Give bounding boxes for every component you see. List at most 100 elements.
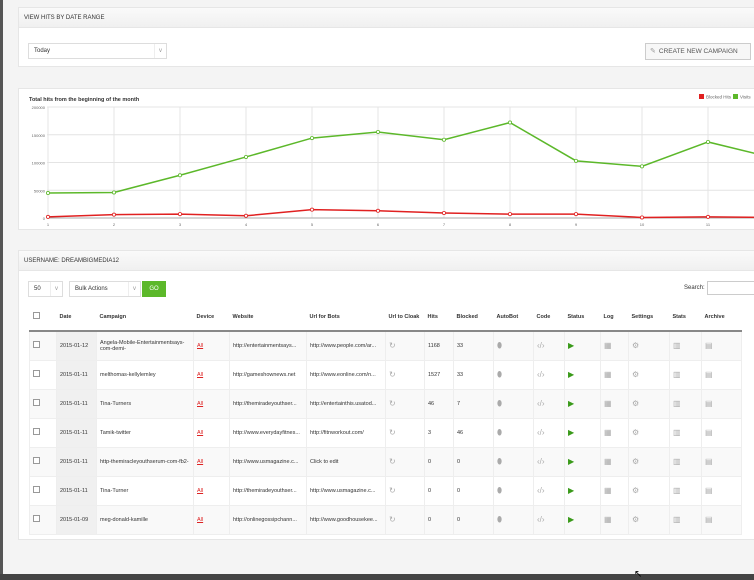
action-cell[interactable]: ⬮: [493, 475, 534, 506]
device-link[interactable]: All: [197, 458, 204, 465]
bar-chart-icon[interactable]: ▥: [673, 515, 681, 524]
bots-url-cell[interactable]: http://www.usmagazine.c...: [306, 475, 386, 506]
code-icon[interactable]: ‹/›: [537, 341, 545, 351]
action-cell[interactable]: ▤: [701, 475, 742, 506]
play-icon[interactable]: ▶: [568, 515, 575, 524]
archive-icon[interactable]: ▤: [705, 486, 713, 495]
refresh-icon[interactable]: ↻: [389, 428, 396, 437]
log-icon[interactable]: ▦: [604, 370, 612, 379]
log-icon[interactable]: ▦: [604, 341, 612, 351]
archive-icon[interactable]: ▤: [705, 341, 713, 351]
bar-chart-icon[interactable]: ▥: [673, 486, 681, 495]
device-link[interactable]: All: [197, 400, 204, 407]
android-icon[interactable]: ⬮: [497, 427, 503, 437]
column-header[interactable]: Hits: [424, 303, 454, 332]
refresh-icon[interactable]: ↻: [389, 341, 396, 351]
action-cell[interactable]: ▦: [600, 475, 629, 506]
action-cell[interactable]: ⚙: [628, 388, 670, 419]
archive-icon[interactable]: ▤: [705, 515, 713, 524]
action-cell[interactable]: ▥: [669, 359, 702, 390]
action-cell[interactable]: ▥: [669, 446, 702, 477]
refresh-icon[interactable]: ↻: [389, 486, 396, 495]
bulk-actions-select[interactable]: Bulk Actions v: [69, 281, 141, 297]
website-cell[interactable]: http://www.everydayfitnes...: [229, 417, 307, 448]
column-header[interactable]: Stats: [669, 303, 702, 332]
search-input[interactable]: [707, 281, 754, 295]
device-link[interactable]: All: [197, 516, 204, 523]
gear-icon[interactable]: ⚙: [632, 486, 640, 495]
gear-icon[interactable]: ⚙: [632, 457, 640, 466]
action-cell[interactable]: ▤: [701, 446, 742, 477]
bar-chart-icon[interactable]: ▥: [673, 428, 681, 437]
row-checkbox[interactable]: [33, 428, 40, 435]
bots-url-cell[interactable]: http://entertainthis.usatod...: [306, 388, 386, 419]
device-cell[interactable]: All: [193, 504, 230, 535]
play-icon[interactable]: ▶: [568, 457, 575, 466]
log-icon[interactable]: ▦: [604, 428, 612, 437]
action-cell[interactable]: ▤: [701, 359, 742, 390]
play-icon[interactable]: ▶: [568, 486, 575, 495]
cloak-cell[interactable]: ↻: [385, 388, 425, 419]
row-checkbox[interactable]: [33, 486, 40, 493]
action-cell[interactable]: ⬮: [493, 504, 534, 535]
action-cell[interactable]: ⚙: [628, 504, 670, 535]
campaign-cell[interactable]: Tina-Turner: [96, 475, 194, 506]
campaign-cell[interactable]: Tamik-twitter: [96, 417, 194, 448]
action-cell[interactable]: ⚙: [628, 330, 670, 361]
device-link[interactable]: All: [197, 487, 204, 494]
play-icon[interactable]: ▶: [568, 399, 575, 408]
action-cell[interactable]: ‹/›: [533, 359, 565, 390]
action-cell[interactable]: ▥: [669, 417, 702, 448]
action-cell[interactable]: ⚙: [628, 446, 670, 477]
code-icon[interactable]: ‹/›: [537, 428, 545, 437]
action-cell[interactable]: ▦: [600, 359, 629, 390]
bar-chart-icon[interactable]: ▥: [673, 457, 681, 466]
log-icon[interactable]: ▦: [604, 457, 612, 466]
row-checkbox[interactable]: [33, 370, 40, 377]
select-all-checkbox[interactable]: [32, 312, 40, 319]
device-cell[interactable]: All: [193, 417, 230, 448]
action-cell[interactable]: ⬮: [493, 359, 534, 390]
archive-icon[interactable]: ▤: [705, 370, 713, 379]
action-cell[interactable]: ⬮: [493, 417, 534, 448]
column-header[interactable]: Code: [533, 303, 565, 332]
cloak-cell[interactable]: ↻: [385, 475, 425, 506]
checkbox-cell[interactable]: [29, 504, 57, 535]
play-icon[interactable]: ▶: [568, 341, 575, 351]
device-link[interactable]: All: [197, 371, 204, 378]
bots-url-cell[interactable]: http://www.goodhousekee...: [306, 504, 386, 535]
play-icon[interactable]: ▶: [568, 370, 575, 379]
code-icon[interactable]: ‹/›: [537, 457, 545, 466]
cloak-cell[interactable]: ↻: [385, 504, 425, 535]
column-header[interactable]: Log: [600, 303, 629, 332]
bots-url-cell[interactable]: http://www.eonline.com/n...: [306, 359, 386, 390]
column-header[interactable]: Date: [56, 303, 97, 332]
bar-chart-icon[interactable]: ▥: [673, 341, 681, 351]
campaign-cell[interactable]: melthomas-kellylemley: [96, 359, 194, 390]
android-icon[interactable]: ⬮: [497, 340, 503, 350]
refresh-icon[interactable]: ↻: [389, 370, 396, 379]
column-header[interactable]: Url to Cloak: [385, 303, 425, 332]
device-cell[interactable]: All: [193, 388, 230, 419]
action-cell[interactable]: ‹/›: [533, 417, 565, 448]
action-cell[interactable]: ⬮: [493, 330, 534, 361]
gear-icon[interactable]: ⚙: [632, 370, 640, 379]
action-cell[interactable]: ▶: [564, 330, 601, 361]
campaign-cell[interactable]: Tina-Turners: [96, 388, 194, 419]
column-header[interactable]: Blocked: [453, 303, 494, 332]
android-icon[interactable]: ⬮: [497, 398, 503, 408]
bar-chart-icon[interactable]: ▥: [673, 399, 681, 408]
device-cell[interactable]: All: [193, 446, 230, 477]
action-cell[interactable]: ▶: [564, 475, 601, 506]
checkbox-cell[interactable]: [29, 417, 57, 448]
action-cell[interactable]: ▤: [701, 330, 742, 361]
action-cell[interactable]: ‹/›: [533, 330, 565, 361]
action-cell[interactable]: ‹/›: [533, 388, 565, 419]
action-cell[interactable]: ▶: [564, 504, 601, 535]
action-cell[interactable]: ▤: [701, 388, 742, 419]
android-icon[interactable]: ⬮: [497, 514, 503, 524]
action-cell[interactable]: ▥: [669, 388, 702, 419]
action-cell[interactable]: ▦: [600, 504, 629, 535]
archive-icon[interactable]: ▤: [705, 428, 713, 437]
action-cell[interactable]: ▥: [669, 504, 702, 535]
